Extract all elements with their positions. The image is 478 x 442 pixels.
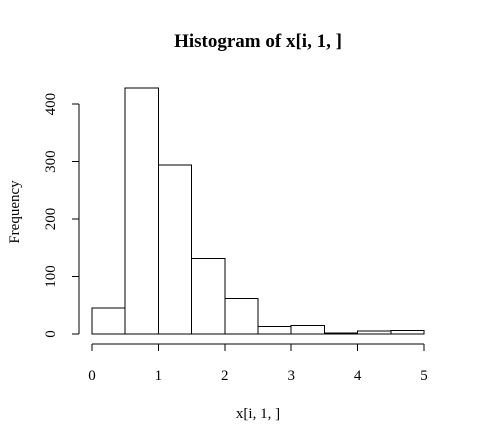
histogram-bar bbox=[191, 258, 226, 335]
chart-title: Histogram of x[i, 1, ] bbox=[174, 31, 342, 52]
histogram-bar bbox=[257, 326, 292, 335]
x-tick-label: 3 bbox=[287, 368, 295, 384]
y-tick-label: 400 bbox=[43, 93, 59, 116]
x-tick-label: 1 bbox=[155, 368, 163, 384]
x-axis-label: x[i, 1, ] bbox=[236, 406, 280, 422]
y-tick-label: 100 bbox=[43, 265, 59, 288]
y-tick-label: 200 bbox=[43, 208, 59, 231]
x-tick-label: 0 bbox=[88, 368, 96, 384]
y-axis: 0 100 200 300 400 bbox=[43, 93, 80, 338]
histogram-bar bbox=[157, 164, 193, 335]
x-tick-label: 2 bbox=[221, 368, 229, 384]
x-tick-label: 5 bbox=[420, 368, 428, 384]
y-axis-label: Frequency bbox=[7, 180, 23, 244]
histogram-bar bbox=[323, 332, 359, 335]
histogram-bar bbox=[290, 324, 325, 335]
histogram-bar bbox=[91, 307, 126, 335]
histogram-bar bbox=[390, 330, 425, 335]
x-axis: 0 1 2 3 4 5 bbox=[88, 343, 428, 384]
histogram-bar bbox=[357, 330, 392, 335]
histogram-bar bbox=[224, 297, 259, 335]
y-tick-label: 300 bbox=[43, 150, 59, 173]
bars-layer bbox=[91, 87, 425, 335]
y-tick-label: 0 bbox=[43, 330, 59, 338]
histogram-bar bbox=[124, 87, 159, 335]
x-tick-label: 4 bbox=[354, 368, 362, 384]
